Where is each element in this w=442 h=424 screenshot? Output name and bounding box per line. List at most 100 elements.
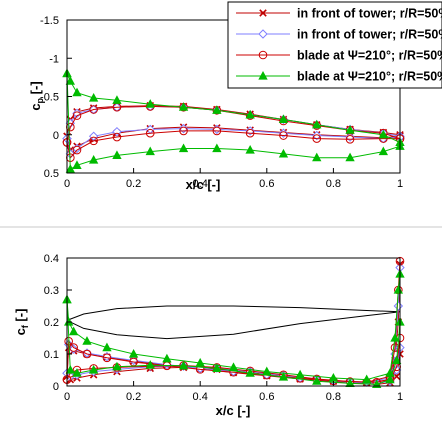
cf-y-tick-label: 0.2	[44, 317, 59, 329]
legend-entry-2: in front of tower; r/R=50%; vg=vmi	[297, 28, 442, 44]
cf-y-tick-label: 0.1	[44, 349, 59, 361]
cf-data-point	[128, 348, 139, 358]
cp-data-point	[245, 145, 255, 154]
cp-y-axis-label: cp [-]	[28, 81, 45, 110]
cf-data-point	[145, 360, 155, 369]
cp-data-point	[89, 136, 98, 146]
cp-data-point	[178, 102, 189, 111]
airfoil-outline	[66, 305, 401, 340]
cf-data-point	[195, 357, 205, 367]
cf-data-point	[245, 368, 255, 377]
cf-x-tick-label: 1	[397, 391, 403, 403]
cp-data-point	[89, 105, 98, 114]
cp-x-ticks: 0 0.2 0.4 0.6 0.8 1	[64, 168, 403, 190]
cf-data-point	[278, 371, 289, 381]
cp-data-point	[312, 152, 322, 162]
cp-data-point	[312, 119, 322, 129]
cp-data-point	[88, 154, 99, 164]
cp-y-tick-label: 0	[53, 130, 59, 142]
cf-series-4	[62, 268, 405, 388]
cf-data-point	[385, 374, 395, 384]
cp-data-point	[312, 130, 322, 141]
legend-marker	[258, 70, 268, 80]
cf-x-tick-label: 0.8	[326, 391, 341, 403]
cp-data-point	[378, 146, 389, 156]
cp-data-point	[72, 87, 82, 97]
cp-series-line	[66, 73, 401, 171]
cp-data-point	[212, 124, 222, 135]
cf-data-point	[178, 360, 189, 370]
cf-data-point	[212, 363, 222, 372]
cf-series-line	[66, 299, 401, 385]
cf-series-group	[62, 256, 405, 389]
cf-ylabel-unit: [-]	[13, 309, 28, 326]
cf-data-point	[69, 343, 78, 352]
cf-x-axis-label: x/c [-]	[216, 403, 251, 418]
cp-ylabel-base: c	[28, 103, 43, 110]
cp-data-point	[212, 126, 222, 136]
cp-data-point	[72, 145, 82, 155]
cf-x-ticks: 0 0.2 0.4 0.6 0.8 1	[64, 381, 403, 403]
cp-data-point	[112, 95, 122, 104]
cf-data-point	[112, 361, 122, 371]
legend-entry-3: blade at Ψ=210°; r/R=50%; vg=0	[297, 49, 442, 65]
cf-data-point	[88, 364, 99, 374]
cp-x-tick-label: 0.4	[193, 178, 208, 190]
cf-data-point	[82, 336, 92, 345]
cp-data-point	[178, 143, 189, 153]
cp-data-point	[378, 129, 389, 139]
cp-series-group	[62, 68, 405, 173]
cf-data-point	[65, 364, 76, 374]
cp-data-point	[88, 131, 99, 141]
cp-x-tick-label: 1	[397, 178, 403, 190]
cf-data-point	[312, 376, 322, 385]
cf-series-line	[66, 261, 401, 383]
cf-x-tick-label: 0.6	[259, 391, 274, 403]
cp-data-point	[245, 128, 255, 138]
legend-entry-1: in front of tower; r/R=50%; vg=0	[297, 7, 442, 23]
cp-data-point	[312, 134, 322, 143]
cf-x-tick-label: 0	[64, 391, 70, 403]
cf-y-tick-label: 0.3	[44, 285, 59, 297]
cp-data-point	[212, 105, 222, 114]
cp-data-point	[65, 76, 76, 85]
cp-series-line	[66, 126, 401, 151]
legend-marker	[258, 50, 268, 60]
cp-data-point	[345, 125, 355, 134]
cp-data-point	[345, 152, 355, 162]
cp-chart: -1.5 -1 -0.5 0 0.5 0 0.2 0.4 0.6 0.8 1 cp [-] x/c…	[28, 1, 442, 192]
cf-data-point	[162, 353, 172, 363]
cp-data-point	[279, 131, 288, 140]
cf-data-point	[390, 332, 400, 342]
airfoil-profile	[66, 305, 401, 340]
cf-ylabel-sub: f	[20, 324, 30, 328]
cf-data-point	[72, 368, 82, 377]
cp-data-point	[145, 99, 155, 108]
cp-x-axis-label: x/c [-]	[186, 177, 221, 192]
cf-chart: 0 0.1 0.2 0.3 0.4 0 0.2 0.4 0.6 0.8 1 cf [-] x/c …	[13, 253, 405, 418]
cp-data-point	[88, 92, 99, 102]
cf-data-point	[362, 374, 372, 384]
cp-data-point	[65, 164, 76, 173]
cp-data-point	[72, 111, 82, 120]
cf-data-point	[391, 355, 402, 364]
cf-data-point	[345, 378, 355, 388]
cp-data-point	[112, 132, 122, 142]
cp-data-point	[278, 148, 289, 158]
cf-data-point	[68, 326, 79, 336]
cf-x-tick-label: 0.4	[193, 391, 208, 403]
cf-data-point	[102, 353, 112, 363]
cp-data-point	[145, 146, 155, 156]
cp-data-point	[72, 160, 82, 169]
cp-ylabel-unit: [-]	[28, 81, 43, 98]
cp-x-tick-label: 0.2	[126, 178, 141, 190]
legend-marker	[259, 9, 267, 17]
cf-y-ticks: 0 0.1 0.2 0.3 0.4	[44, 253, 72, 393]
cf-ylabel-base: c	[13, 328, 28, 335]
cp-data-point	[179, 126, 188, 136]
cp-data-point	[245, 109, 255, 119]
cp-y-tick-label: -1	[49, 53, 59, 65]
cp-data-point	[212, 143, 222, 153]
cp-y-ticks: -1.5 -1 -0.5 0 0.5	[40, 15, 72, 180]
